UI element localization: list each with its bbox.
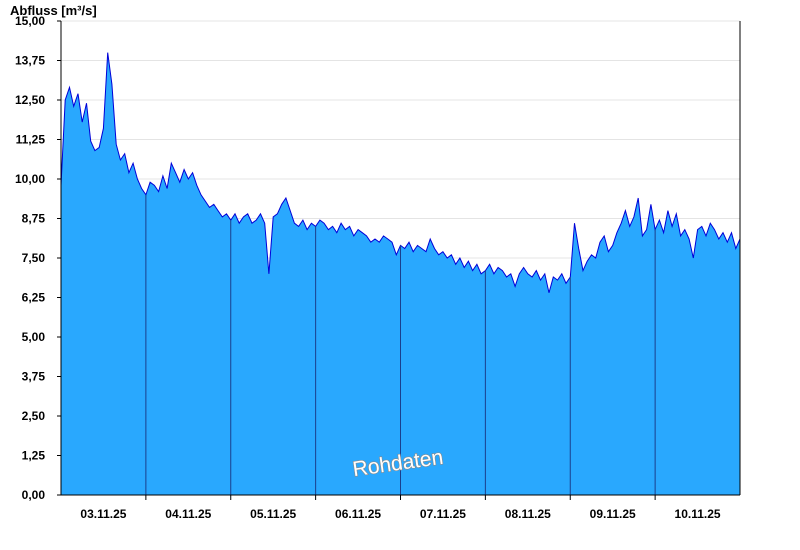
- x-tick-label: 04.11.25: [165, 507, 211, 521]
- y-tick-label: 6,25: [22, 291, 46, 305]
- y-tick-label: 10,00: [15, 172, 45, 186]
- y-tick-label: 2,50: [22, 409, 46, 423]
- x-tick-label: 10.11.25: [675, 507, 721, 521]
- x-tick-label: 07.11.25: [420, 507, 466, 521]
- x-tick-label: 08.11.25: [505, 507, 551, 521]
- y-tick-label: 11,25: [16, 133, 46, 147]
- y-tick-label: 13,75: [15, 54, 45, 68]
- day-separators: [145, 194, 656, 495]
- y-tick-label: 5,00: [22, 330, 46, 344]
- y-tick-label: 15,00: [15, 14, 45, 28]
- y-axis-label: Abfluss [m³/s]: [10, 3, 97, 18]
- x-tick-label: 09.11.25: [590, 507, 636, 521]
- x-axis-ticks: 03.11.25 04.11.25 05.11.25 06.11.25 07.11.25…: [80, 495, 721, 521]
- y-tick-label: 0,00: [22, 488, 46, 502]
- y-tick-label: 1,25: [22, 449, 46, 463]
- x-tick-label: 05.11.25: [250, 507, 296, 521]
- x-tick-label: 03.11.25: [80, 507, 126, 521]
- x-tick-label: 06.11.25: [335, 507, 381, 521]
- y-axis-ticks: 0,00 1,25 2,50 3,75 5,00 6,25 7,50 8,75 10,00 11,…: [15, 14, 61, 502]
- y-tick-label: 3,75: [22, 370, 46, 384]
- y-tick-label: 7,50: [22, 251, 46, 265]
- y-tick-label: 8,75: [22, 212, 46, 226]
- y-tick-label: 12,50: [15, 93, 45, 107]
